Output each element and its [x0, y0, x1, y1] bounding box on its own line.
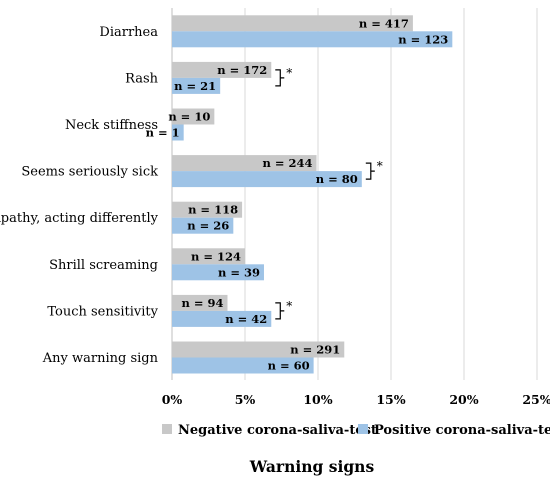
bar-negative-3: [172, 155, 317, 172]
data-label: n = 244: [263, 156, 313, 170]
category-label: Apathy, acting differently: [0, 211, 159, 226]
bar-positive-1: [172, 77, 221, 94]
category-label: Diarrhea: [99, 25, 158, 40]
data-label: n = 1: [146, 126, 180, 140]
bar-positive-0: [172, 31, 453, 48]
significance-bracket: [275, 69, 285, 87]
data-label: n = 291: [290, 343, 340, 357]
x-tick-label: 25%: [522, 392, 550, 407]
bar-negative-5: [172, 248, 245, 265]
data-label: n = 417: [359, 16, 409, 30]
bar-negative-4: [172, 201, 243, 218]
legend-label-positive: Positive corona-saliva-test: [374, 423, 550, 438]
significance-star: *: [286, 299, 292, 313]
significance-bracket: [365, 162, 375, 180]
x-tick-label: 0%: [162, 392, 183, 407]
data-label: n = 123: [398, 32, 448, 46]
x-tick-label: 10%: [303, 392, 332, 407]
bar-positive-5: [172, 264, 264, 281]
significance-star: *: [286, 66, 292, 80]
x-axis-title: Warning signs: [249, 457, 375, 476]
x-tick-labels: 0% 5% 10% 15% 20% 25%: [162, 392, 550, 407]
bar-positive-6: [172, 310, 272, 327]
bar-negative-6: [172, 294, 228, 311]
bar-positive-4: [172, 217, 234, 234]
data-label: n = 172: [217, 63, 267, 77]
data-label: n = 42: [225, 312, 267, 326]
category-label: Shrill screaming: [49, 258, 158, 273]
x-tick-label: 20%: [449, 392, 478, 407]
data-label: n = 124: [191, 249, 241, 263]
bar-negative-7: [172, 341, 345, 358]
data-label: n = 26: [187, 219, 229, 233]
bar-negative-0: [172, 15, 413, 32]
category-label: Any warning sign: [42, 351, 159, 366]
significance-marks: * * *: [275, 66, 383, 320]
bar-negative-1: [172, 61, 272, 78]
category-labels: Diarrhea Rash Neck stiffness Seems seriousl…: [0, 25, 159, 366]
significance-bracket: [275, 302, 285, 320]
bar-positive-3: [172, 171, 362, 188]
bar-positive-2: [172, 124, 184, 141]
data-label: n = 21: [174, 79, 216, 93]
significance-star: *: [377, 159, 383, 173]
data-label: n = 10: [168, 110, 210, 124]
legend: Negative corona-saliva-test Positive cor…: [162, 423, 550, 438]
data-label: n = 39: [218, 265, 260, 279]
data-label: n = 118: [188, 203, 238, 217]
category-label: Seems seriously sick: [21, 165, 158, 180]
bar-negative-2: [172, 108, 215, 125]
legend-swatch-positive: [358, 424, 368, 434]
data-label: n = 60: [268, 359, 310, 373]
x-tick-label: 5%: [235, 392, 256, 407]
legend-label-negative: Negative corona-saliva-test: [178, 423, 377, 438]
data-label: n = 94: [181, 296, 223, 310]
category-label: Neck stiffness: [65, 118, 158, 133]
data-label: n = 80: [316, 172, 358, 186]
legend-swatch-negative: [162, 424, 172, 434]
x-tick-label: 15%: [376, 392, 405, 407]
category-label: Touch sensitivity: [47, 304, 158, 319]
category-label: Rash: [125, 71, 159, 86]
bar-positive-7: [172, 357, 314, 374]
